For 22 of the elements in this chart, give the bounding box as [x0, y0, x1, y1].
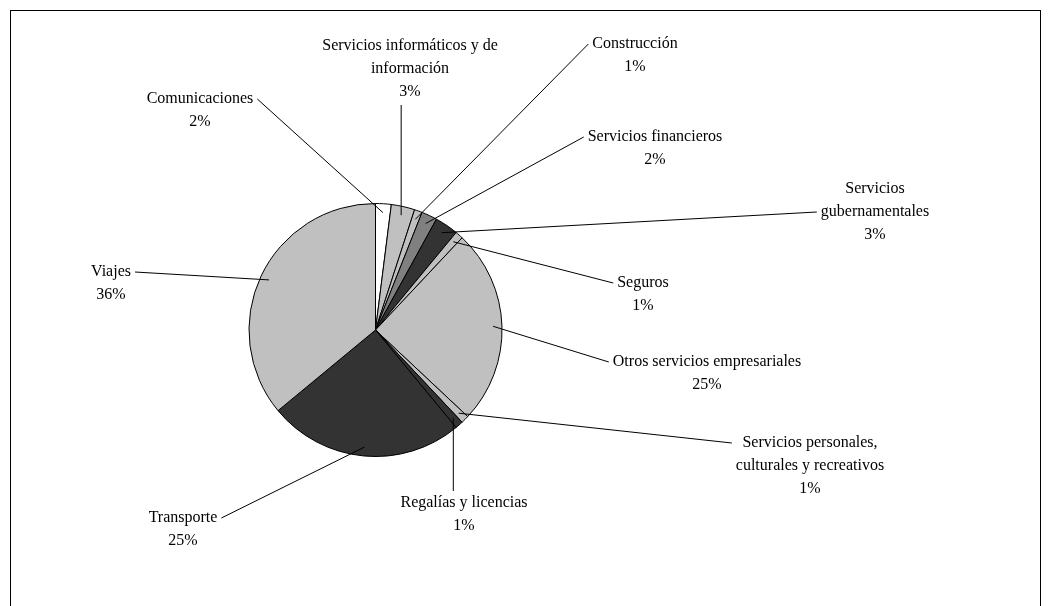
data-label: 25% [168, 531, 198, 549]
data-label: 2% [644, 150, 666, 168]
data-label: 3% [864, 225, 886, 243]
slice-label: Servicios informáticos y de información [322, 36, 498, 77]
slice-label: Servicios gubernamentales [820, 179, 930, 221]
data-label: 36% [96, 285, 126, 303]
data-label: 1% [624, 57, 646, 75]
data-label: 25% [692, 375, 722, 393]
slice-label: Regalías y licencias [400, 493, 528, 512]
slice-label: Servicios personales, culturales y recreativos [735, 433, 885, 475]
data-label: 1% [632, 296, 654, 314]
data-label: 3% [399, 82, 421, 100]
slice-label: Viajes [91, 262, 131, 281]
slice-label: Transporte [148, 508, 218, 527]
data-label: 1% [453, 516, 475, 534]
slice-label: Servicios financieros [587, 127, 723, 145]
data-label: 2% [189, 112, 211, 130]
slice-label: Comunicaciones [146, 89, 254, 107]
slice-label: Construcción [592, 34, 678, 52]
slice-label: Otros servicios empresariales [612, 352, 802, 371]
slice-label: Seguros [617, 273, 669, 292]
data-label: 1% [799, 479, 821, 497]
